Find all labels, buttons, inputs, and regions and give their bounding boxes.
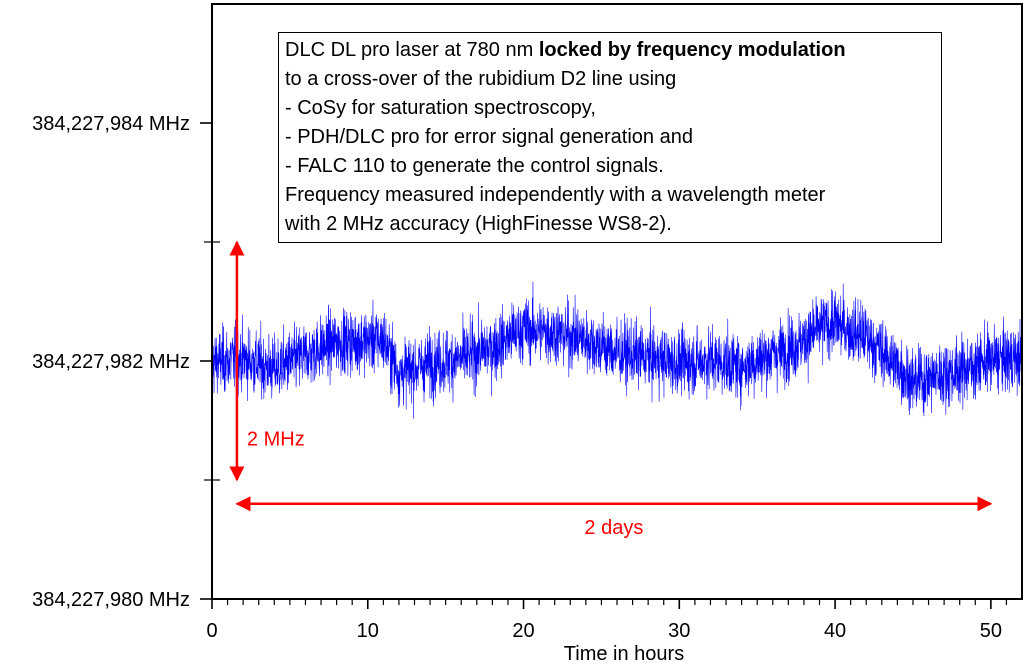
- x-tick-label: 50: [980, 620, 1002, 642]
- x-axis-title: Time in hours: [564, 643, 684, 665]
- info-line-1-text: DLC DL pro laser at 780 nm: [285, 39, 539, 61]
- annotations: 2 MHz 2 days: [229, 240, 993, 539]
- x-tick-label: 0: [206, 620, 217, 642]
- plot-area: [212, 281, 1022, 419]
- x-tick-label: 30: [668, 620, 690, 642]
- x-tick-label: 40: [824, 620, 846, 642]
- info-line-7: with 2 MHz accuracy (HighFinesse WS8-2).: [285, 213, 672, 235]
- x-tick-label: 10: [357, 620, 379, 642]
- info-line-3: - CoSy for saturation spectroscopy,: [285, 97, 596, 119]
- info-line-5: - FALC 110 to generate the control signa…: [285, 155, 664, 177]
- y-tick-label: 384,227,984 MHz: [32, 113, 190, 135]
- info-line-6: Frequency measured independently with a …: [285, 184, 826, 206]
- info-line-4: - PDH/DLC pro for error signal generatio…: [285, 126, 693, 148]
- y-tick-label: 384,227,980 MHz: [32, 589, 190, 611]
- info-box: DLC DL pro laser at 780 nm locked by fre…: [278, 32, 942, 243]
- horizontal-span-label: 2 days: [584, 517, 643, 539]
- vertical-span-label: 2 MHz: [247, 428, 305, 450]
- info-line-2: to a cross-over of the rubidium D2 line …: [285, 68, 677, 90]
- x-tick-label: 20: [512, 620, 534, 642]
- info-line-1-bold: locked by frequency modulation: [538, 39, 846, 61]
- series-line-0: [212, 281, 1022, 419]
- axis-ticks: 0 10 20 30 40 50 384,227,980 MHz 384,227,982 MH…: [32, 113, 1008, 642]
- y-tick-label: 384,227,982 MHz: [32, 351, 190, 373]
- info-line-1: DLC DL pro laser at 780 nm locked by fre…: [285, 36, 941, 65]
